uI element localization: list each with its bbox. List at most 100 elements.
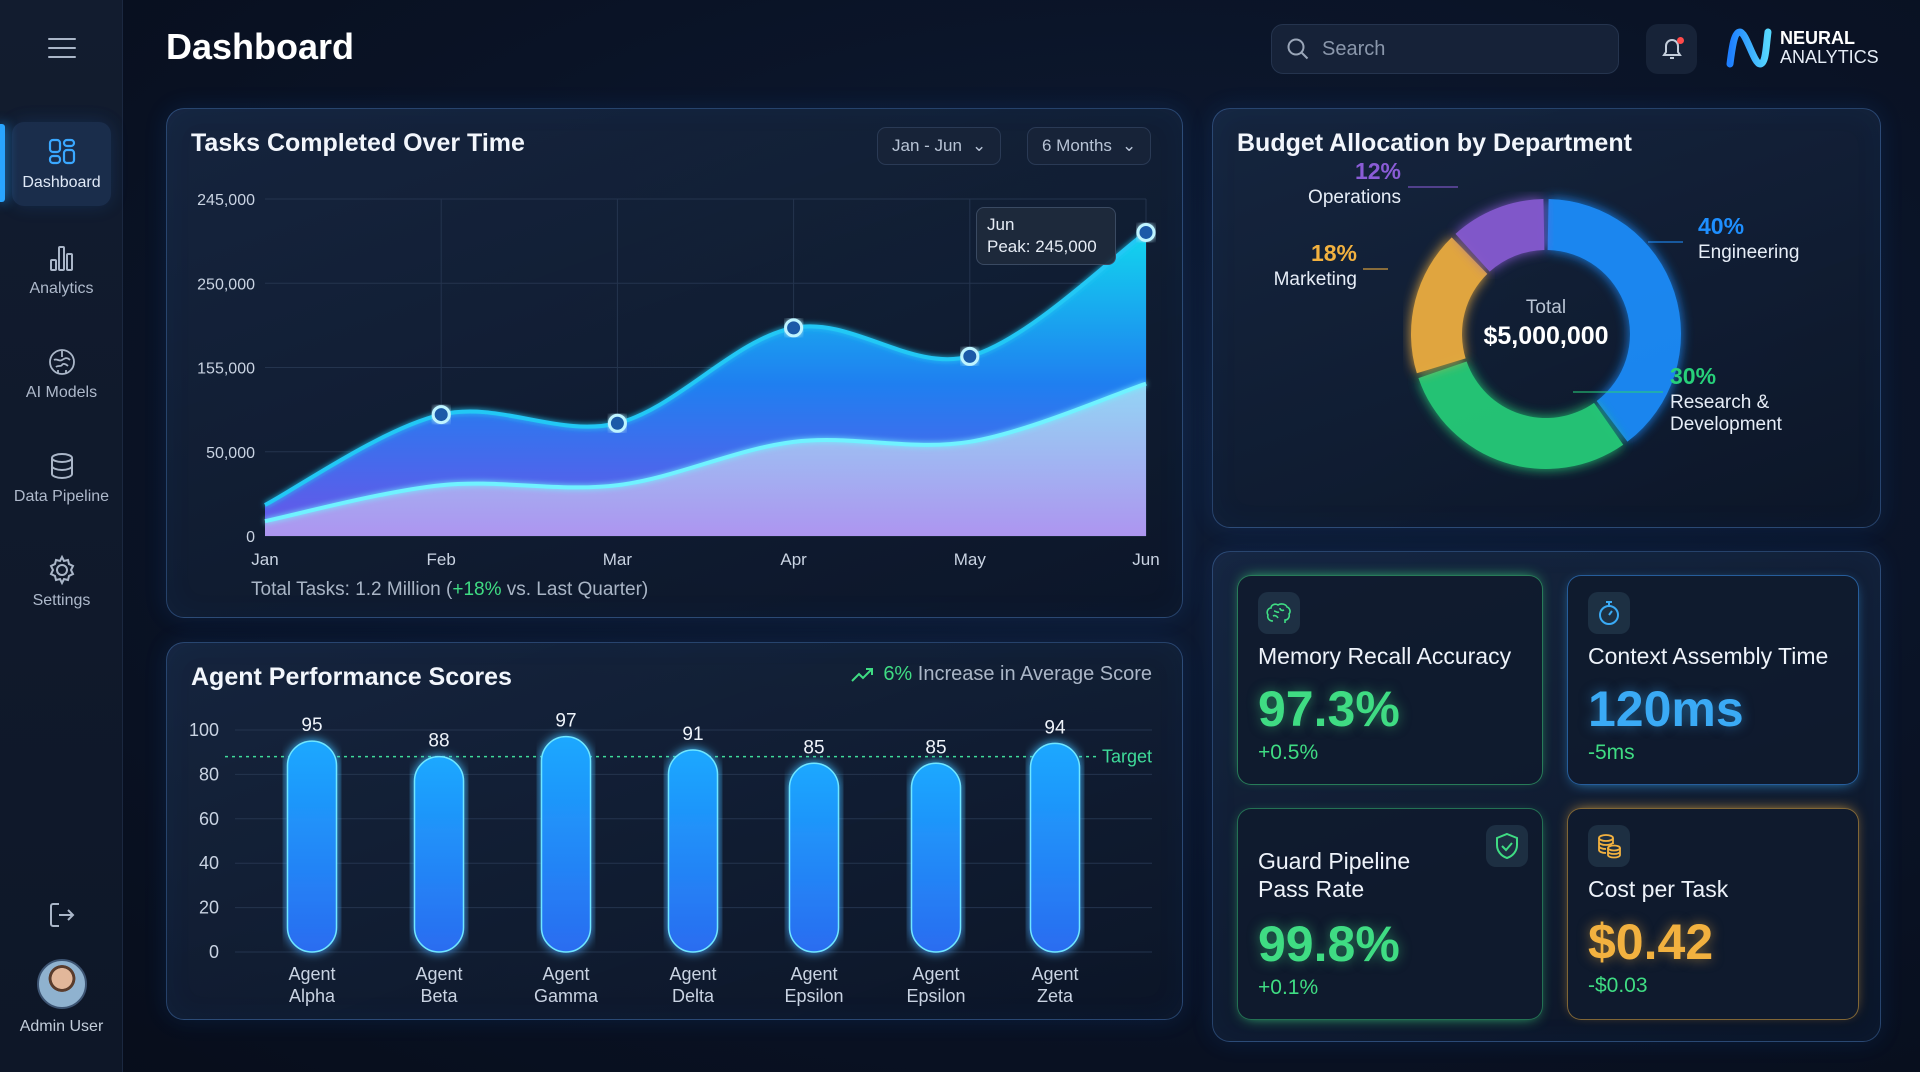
kpi-change: +0.5% — [1258, 741, 1319, 764]
kpi-card-guard-pipeline: Guard Pipeline Pass Rate 99.8% +0.1% — [1237, 808, 1543, 1020]
active-indicator — [0, 124, 5, 202]
shield-check-icon — [1486, 825, 1528, 867]
brand-line1: NEURAL — [1780, 28, 1855, 48]
brand-line2: ANALYTICS — [1780, 47, 1879, 67]
search-input[interactable] — [1322, 37, 1602, 61]
bar — [286, 740, 338, 953]
sidebar-item-label: Settings — [32, 592, 91, 609]
y-tick-label: 100 — [189, 720, 219, 740]
target-label: Target — [1102, 747, 1152, 767]
x-tick-label: Agent Epsilon — [906, 964, 965, 1006]
dropdown-value: 6 Months — [1042, 136, 1112, 155]
logout-icon[interactable] — [47, 900, 77, 930]
bar — [788, 762, 840, 953]
slice-percent: 40% — [1698, 213, 1744, 239]
x-tick-label: Agent Epsilon — [784, 964, 843, 1006]
bar-value-label: 95 — [301, 715, 322, 736]
kpi-card-context-assembly: Context Assembly Time 120ms -5ms — [1567, 575, 1859, 785]
neural-logo-icon — [1726, 28, 1772, 68]
kpi-panel: Memory Recall Accuracy 97.3% +0.5% Conte… — [1212, 551, 1881, 1042]
kpi-label: Cost per Task — [1588, 876, 1729, 902]
donut-slice — [1411, 237, 1488, 374]
slice-category: Marketing — [1274, 269, 1357, 290]
kpi-change: +0.1% — [1258, 976, 1319, 999]
budget-card: Budget Allocation by Department 40% Engin… — [1212, 108, 1881, 528]
y-tick-label: 60 — [199, 809, 219, 829]
trend-text: Increase in Average Score — [912, 663, 1152, 685]
avatar[interactable] — [37, 959, 87, 1009]
sidebar-item-dashboard[interactable]: Dashboard — [12, 122, 111, 206]
bell-icon — [1661, 39, 1682, 59]
sidebar-item-analytics[interactable]: Analytics — [12, 228, 111, 312]
page-title: Dashboard — [166, 26, 355, 67]
donut-chart: 40% Engineering 30% Research & Development 18… — [1274, 158, 1799, 469]
sidebar-item-label: Analytics — [29, 280, 94, 297]
summary-change: +18% — [452, 579, 502, 600]
kpi-value: 97.3% — [1258, 681, 1400, 737]
series-line-1 — [264, 230, 1148, 507]
donut-total-value: $5,000,000 — [1483, 322, 1609, 350]
x-tick-label: Feb — [427, 550, 456, 569]
notifications-button[interactable] — [1646, 24, 1697, 74]
bar — [1029, 742, 1081, 953]
bar-value-label: 88 — [428, 731, 449, 752]
slice-percent: 18% — [1311, 240, 1357, 266]
bar-value-label: 85 — [925, 737, 946, 758]
y-tick-label: 20 — [199, 898, 219, 918]
kpi-label: Context Assembly Time — [1588, 643, 1829, 669]
date-range-dropdown[interactable]: Jan - Jun ⌄ — [877, 127, 1002, 165]
dashboard-grid-icon — [48, 138, 75, 165]
chevron-down-icon: ⌄ — [1121, 136, 1137, 155]
summary-text: Total Tasks: 1.2 Million ( — [251, 579, 453, 600]
x-tick-label: May — [954, 550, 987, 569]
donut-slice — [1418, 361, 1624, 469]
sidebar-item-settings[interactable]: Settings — [12, 540, 111, 624]
tooltip: Jun Peak: 245,000 — [976, 207, 1116, 265]
coins-icon — [1588, 825, 1630, 867]
hamburger-menu-icon[interactable] — [48, 38, 76, 60]
search-bar[interactable] — [1271, 24, 1619, 74]
data-point — [960, 346, 980, 366]
bar — [667, 749, 719, 953]
y-tick-label: 245,000 — [197, 192, 255, 209]
y-tick-label: 0 — [246, 529, 255, 546]
slice-percent: 30% — [1670, 363, 1716, 389]
bar — [540, 735, 592, 953]
total-tasks-summary: Total Tasks: 1.2 Million (+18% vs. Last … — [251, 579, 648, 601]
y-tick-label: 155,000 — [197, 361, 255, 378]
sidebar: Dashboard Analytics AI Models Data Pipel… — [0, 0, 123, 1072]
series-line-2 — [264, 381, 1147, 524]
x-tick-label: Agent Zeta — [1031, 964, 1078, 1006]
kpi-value: 99.8% — [1258, 916, 1400, 972]
chevron-down-icon: ⌄ — [971, 136, 987, 155]
x-tick-label: Agent Delta — [669, 964, 716, 1006]
slice-category: Engineering — [1698, 242, 1799, 263]
kpi-change: -$0.03 — [1588, 974, 1648, 997]
brain-icon — [1258, 592, 1300, 634]
x-tick-label: Agent Gamma — [534, 964, 599, 1006]
sidebar-item-label: Data Pipeline — [13, 488, 110, 505]
kpi-card-cost-per-task: Cost per Task $0.42 -$0.03 — [1567, 808, 1859, 1020]
series-area-2 — [265, 383, 1146, 536]
x-tick-label: Apr — [780, 550, 807, 569]
donut-slice — [1455, 199, 1545, 272]
bar — [413, 755, 465, 953]
card-title: Agent Performance Scores — [191, 663, 512, 691]
slice-percent: 12% — [1355, 158, 1401, 184]
sidebar-item-data-pipeline[interactable]: Data Pipeline — [12, 436, 111, 520]
sidebar-item-ai-models[interactable]: AI Models — [12, 332, 111, 416]
donut-slice — [1547, 199, 1681, 442]
kpi-label: Guard Pipeline Pass Rate — [1258, 848, 1411, 902]
bar-value-label: 91 — [682, 724, 703, 745]
bar-chart-icon — [49, 246, 73, 271]
card-title: Budget Allocation by Department — [1237, 129, 1632, 157]
donut-total-label: Total — [1525, 297, 1567, 318]
kpi-value: $0.42 — [1588, 914, 1714, 970]
area-chart: 245,000 250,000 155,000 50,000 0 Jan Feb Mar Apr… — [197, 192, 1160, 569]
x-tick-label: Jan — [251, 550, 278, 569]
bar-chart: 0 20 40 60 80 100 Target 95 Agent Alpha 88 Agent Bet… — [189, 711, 1152, 1006]
period-dropdown[interactable]: 6 Months ⌄ — [1027, 127, 1152, 165]
data-point — [1136, 222, 1156, 242]
kpi-label: Memory Recall Accuracy — [1258, 643, 1512, 669]
data-point — [431, 405, 451, 425]
